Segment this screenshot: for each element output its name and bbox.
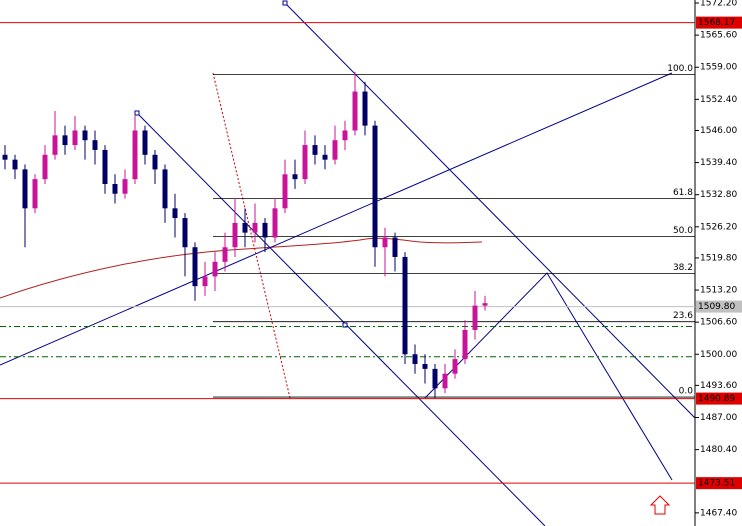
y-tick-label: 1572.20 [700, 0, 737, 9]
candle-body [2, 154, 8, 160]
candle-body [232, 222, 238, 248]
candle-body [52, 135, 58, 155]
candle-body [362, 91, 368, 126]
candle-body [222, 247, 228, 262]
current-price-box [696, 300, 742, 313]
candle-body [162, 169, 168, 209]
candle-body [152, 154, 158, 170]
level-box [696, 16, 742, 29]
moving-average [0, 237, 483, 299]
candle-body [382, 237, 388, 248]
candle-body [42, 154, 48, 180]
level-box [696, 392, 742, 405]
candle-body [62, 135, 68, 146]
candle-body [32, 179, 38, 209]
trend-line [284, 2, 696, 419]
candle-body [142, 130, 148, 155]
candle-body [262, 222, 268, 238]
fib-label: 38.2 [673, 263, 693, 273]
candle-body [322, 154, 328, 160]
trend-line [136, 112, 546, 526]
candle-body [302, 145, 308, 180]
candle-body [102, 149, 108, 184]
candle-body [192, 247, 198, 287]
trend-line [0, 72, 673, 366]
candle-body [482, 303, 488, 306]
y-tick-label: 1546.00 [700, 126, 737, 136]
candle-body [272, 208, 278, 238]
candle-body [132, 130, 138, 180]
candle-body [252, 222, 258, 233]
y-tick-label: 1559.00 [700, 63, 737, 73]
candle-body [22, 169, 28, 209]
candle-body [172, 208, 178, 219]
candle-body [422, 363, 428, 369]
candle-body [212, 261, 218, 277]
y-tick-label: 1565.60 [700, 31, 737, 41]
fib-label: 100.0 [667, 64, 693, 74]
candle-body [312, 145, 318, 155]
price-axis [695, 0, 742, 526]
y-tick-label: 1493.60 [700, 381, 737, 391]
y-tick-label: 1513.20 [700, 286, 737, 296]
current-price-label: 1509.80 [698, 302, 735, 312]
candle-body [342, 130, 348, 141]
y-tick-label: 1487.00 [700, 413, 737, 423]
candle-body [12, 159, 18, 170]
candle-body [402, 256, 408, 355]
y-tick-label: 1467.40 [700, 508, 737, 518]
y-tick-label: 1526.20 [700, 222, 737, 232]
candle-body [392, 237, 398, 257]
candle-body [432, 368, 438, 389]
candle-body [202, 276, 208, 287]
candle-body [82, 130, 88, 141]
candle-body [352, 91, 358, 131]
y-tick-label: 1552.40 [700, 95, 737, 105]
y-tick-label: 1480.40 [700, 445, 737, 455]
y-tick-label: 1539.40 [700, 158, 737, 168]
level-box [696, 477, 742, 490]
candle-body [72, 130, 78, 146]
level-label: 1473.51 [698, 479, 735, 489]
anchor-point [282, 0, 288, 6]
candle-body [242, 222, 248, 233]
candle-body [282, 174, 288, 209]
anchor-point [134, 110, 140, 116]
candle-body [332, 140, 338, 160]
level-label: 1568.17 [698, 18, 735, 28]
fib-label: 0.0 [679, 387, 694, 397]
candle-body [112, 183, 118, 194]
y-tick-label: 1500.00 [700, 350, 737, 360]
candle-body [472, 305, 478, 330]
fib-label: 50.0 [673, 226, 693, 236]
fib-label: 23.6 [673, 311, 693, 321]
candle-body [372, 125, 378, 248]
y-tick-label: 1519.80 [700, 253, 737, 263]
alert-arrow [649, 495, 671, 515]
candle-body [452, 359, 458, 374]
fib-label: 61.8 [673, 188, 693, 198]
candle-body [462, 329, 468, 360]
candle-body [412, 354, 418, 364]
candle-body [442, 373, 448, 389]
candle-body [292, 174, 298, 180]
y-tick-label: 1532.80 [700, 190, 737, 200]
candle-body [92, 140, 98, 150]
y-tick-label: 1506.60 [700, 318, 737, 328]
level-label: 1490.89 [698, 394, 735, 404]
candle-body [122, 179, 128, 194]
candle-body [182, 218, 188, 248]
